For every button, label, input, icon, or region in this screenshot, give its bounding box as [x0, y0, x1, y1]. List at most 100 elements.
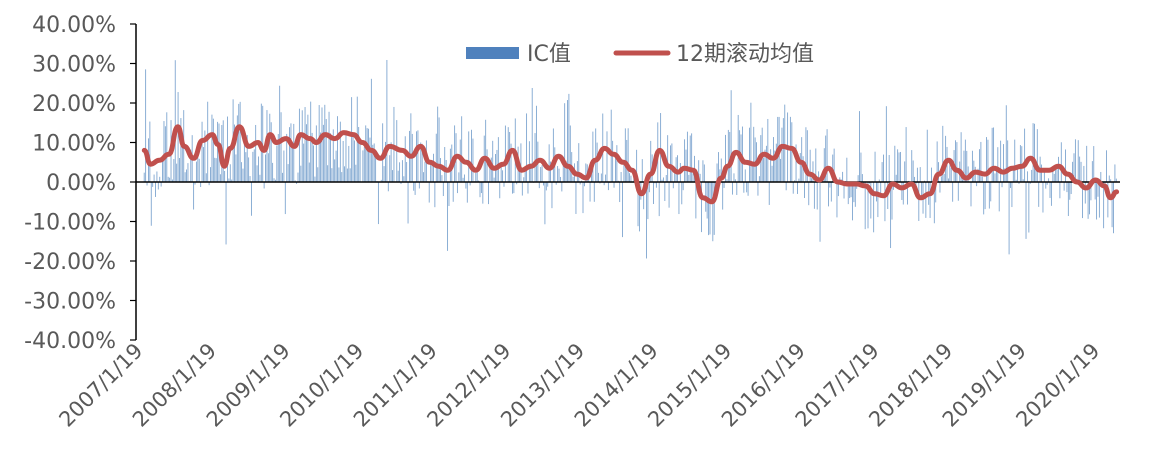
y-axis-ticks: 40.00% 30.00% 20.00% 10.00% 0.00% -10.00% -20.…: [24, 13, 136, 354]
ic-bar: [334, 159, 336, 182]
ic-bar: [768, 182, 770, 205]
ic-bar: [526, 113, 528, 182]
ic-bar: [569, 125, 571, 182]
ic-bar: [857, 175, 859, 182]
y-tick-label: 30.00%: [32, 53, 116, 78]
ic-bar: [317, 167, 319, 182]
ic-bar: [1025, 182, 1027, 239]
ic-bar: [488, 182, 489, 205]
ic-bar: [1072, 161, 1074, 182]
ic-bar: [534, 133, 536, 182]
ic-bar: [730, 90, 732, 182]
ic-bar: [321, 107, 323, 182]
x-axis-ticks: 2007/1/192008/1/192009/1/192010/1/192011…: [54, 339, 1104, 432]
ic-bar: [1107, 182, 1109, 218]
ic-bar: [870, 182, 872, 219]
ic-bar: [430, 165, 432, 182]
ic-bar: [819, 182, 821, 242]
ic-bar: [826, 129, 828, 182]
ic-bar: [1049, 182, 1051, 198]
ic-bar: [846, 157, 848, 182]
ic-bar: [1029, 182, 1031, 184]
ic-bar: [1059, 182, 1061, 199]
ic-bar: [447, 182, 449, 251]
ic-bar: [847, 182, 849, 205]
ic-bar: [465, 182, 467, 189]
ic-bar: [849, 182, 851, 199]
ic-bar: [152, 182, 154, 187]
ic-bar: [186, 169, 187, 182]
ic-bar: [916, 167, 918, 182]
ic-bar: [990, 182, 992, 202]
ic-bar: [782, 118, 784, 182]
ic-bar: [1060, 142, 1062, 182]
ic-bar: [719, 169, 721, 182]
ic-bar: [606, 131, 608, 182]
ic-bar: [1046, 182, 1048, 185]
ic-bar: [421, 143, 423, 182]
ic-bar: [668, 182, 670, 208]
ic-bar: [145, 69, 147, 182]
ic-bar: [205, 173, 207, 182]
ic-bar: [469, 182, 471, 186]
y-tick-label: 40.00%: [32, 13, 116, 38]
ic-bar: [698, 160, 700, 182]
ic-bar: [297, 172, 299, 182]
ic-bar: [270, 122, 272, 182]
ic-bar: [315, 125, 317, 182]
ic-bar: [1082, 182, 1083, 219]
ic-bar: [935, 182, 937, 203]
ic-bar: [562, 159, 564, 182]
ic-bar: [981, 176, 983, 182]
ic-bar: [239, 101, 241, 182]
ic-bar: [1063, 182, 1065, 191]
ic-bar: [286, 133, 288, 182]
ic-bar: [1005, 105, 1007, 182]
ic-bar: [406, 162, 408, 182]
ic-bar: [1045, 182, 1047, 189]
ic-bar: [765, 145, 767, 182]
ic-bar: [1014, 139, 1016, 182]
ic-bar: [337, 116, 338, 182]
ic-bar: [884, 182, 886, 222]
ic-bar: [500, 163, 502, 182]
ic-bar: [622, 182, 623, 238]
ic-bar: [688, 174, 690, 182]
ic-bar: [282, 172, 283, 182]
ic-bar: [177, 92, 179, 182]
ic-bar: [757, 182, 759, 196]
ic-bar: [853, 182, 855, 203]
ic-bar: [291, 148, 293, 182]
ic-bar: [332, 129, 334, 182]
ic-bar: [610, 109, 612, 182]
ic-bar: [1056, 169, 1058, 182]
ic-bar: [630, 175, 632, 182]
ic-bar: [1074, 139, 1076, 182]
ic-bar: [623, 162, 625, 182]
ic-bar: [616, 145, 618, 182]
ic-bar: [952, 182, 954, 202]
ic-bar: [784, 104, 786, 182]
ic-bar: [263, 182, 265, 189]
ic-bar: [555, 182, 557, 185]
ic-bar: [627, 128, 629, 182]
ic-bar: [877, 182, 879, 218]
ic-bar: [167, 176, 169, 182]
ic-bar: [1086, 145, 1088, 182]
ic-bar: [737, 114, 739, 182]
ic-bar: [1000, 140, 1002, 182]
ic-bar: [813, 182, 815, 209]
ic-bar: [512, 182, 513, 194]
ic-bar: [1055, 169, 1057, 182]
ic-bar: [1111, 182, 1113, 228]
ic-bar: [732, 182, 734, 195]
ic-bar: [804, 182, 805, 199]
ic-bar: [1065, 149, 1066, 182]
ic-bar: [355, 164, 357, 182]
ic-bar: [397, 170, 399, 182]
ic-bar: [464, 174, 465, 182]
legend-label-rolling-mean: 12期滚动均值: [676, 42, 814, 67]
ic-bar: [279, 85, 281, 182]
ic-bar: [860, 152, 862, 182]
ic-bar: [489, 164, 491, 182]
